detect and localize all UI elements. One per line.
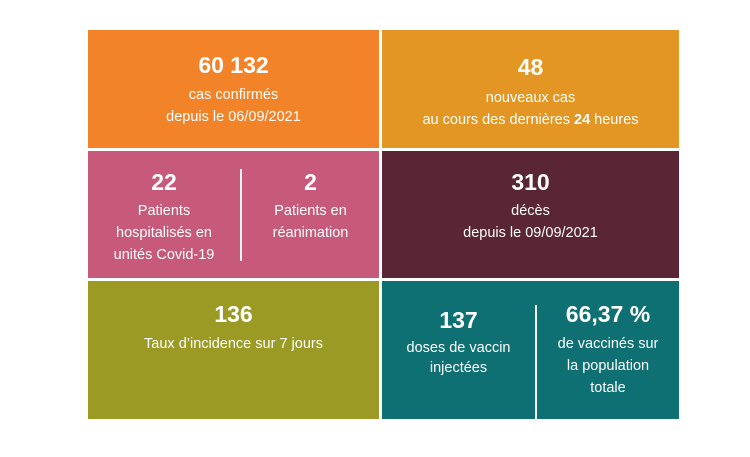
icu-value: 2	[304, 169, 317, 195]
doses-value: 137	[439, 307, 478, 333]
new-cases-label: nouveaux cas	[485, 90, 576, 106]
hospitalized-tile: 22 Patients hospitalisés en unités Covid…	[88, 151, 379, 278]
icu-block: 2 Patients en réanimation	[242, 151, 379, 278]
deaths-tile: 310 décès depuis le 09/09/2021	[382, 151, 679, 278]
confirmed-cases-tile: 60 132 cas confirmés depuis le 06/09/202…	[88, 30, 379, 148]
tile-divider	[535, 305, 537, 419]
incidence-value: 136	[214, 301, 253, 327]
new-cases-period-prefix: au cours des dernières	[422, 112, 574, 128]
hospitalized-label-1: Patients	[137, 203, 191, 219]
hospitalized-block: 22 Patients hospitalisés en unités Covid…	[88, 151, 240, 278]
vaccinated-label-1: de vaccinés sur	[557, 336, 659, 352]
icu-label-1: Patients en	[274, 203, 347, 219]
confirmed-cases-date: depuis le 06/09/2021	[166, 109, 301, 125]
doses-label-2: injectées	[429, 360, 488, 376]
deaths-label: décès	[511, 203, 550, 219]
confirmed-cases-value: 60 132	[198, 52, 269, 78]
vaccinated-label-2: la population	[566, 358, 650, 374]
confirmed-cases-label: cas confirmés	[188, 87, 279, 103]
new-cases-value: 48	[517, 54, 544, 80]
vaccinated-label-3: totale	[590, 380, 626, 396]
deaths-date: depuis le 09/09/2021	[463, 225, 598, 241]
new-cases-tile: 48 nouveaux cas au cours des dernières 2…	[382, 30, 679, 148]
hospitalized-label-3: unités Covid-19	[113, 247, 215, 263]
new-cases-period-suffix: heures	[590, 112, 639, 128]
icu-label-2: réanimation	[272, 225, 349, 241]
vaccinated-block: 66,37 % de vaccinés sur la population to…	[537, 281, 679, 419]
vaccination-tile: 137 doses de vaccin injectées 66,37 % de…	[382, 281, 679, 419]
incidence-tile: 136 Taux d’incidence sur 7 jours	[88, 281, 379, 419]
new-cases-period: au cours des dernières 24 heures	[382, 109, 679, 131]
hospitalized-value: 22	[151, 169, 177, 195]
doses-label-1: doses de vaccin	[406, 340, 511, 356]
incidence-label: Taux d’incidence sur 7 jours	[144, 336, 323, 352]
tile-divider	[240, 169, 242, 261]
hospitalized-label-2: hospitalisés en	[116, 225, 212, 241]
new-cases-period-hours: 24	[574, 112, 591, 128]
vaccinated-value: 66,37 %	[565, 301, 651, 327]
doses-block: 137 doses de vaccin injectées	[382, 281, 535, 419]
deaths-value: 310	[511, 169, 550, 195]
